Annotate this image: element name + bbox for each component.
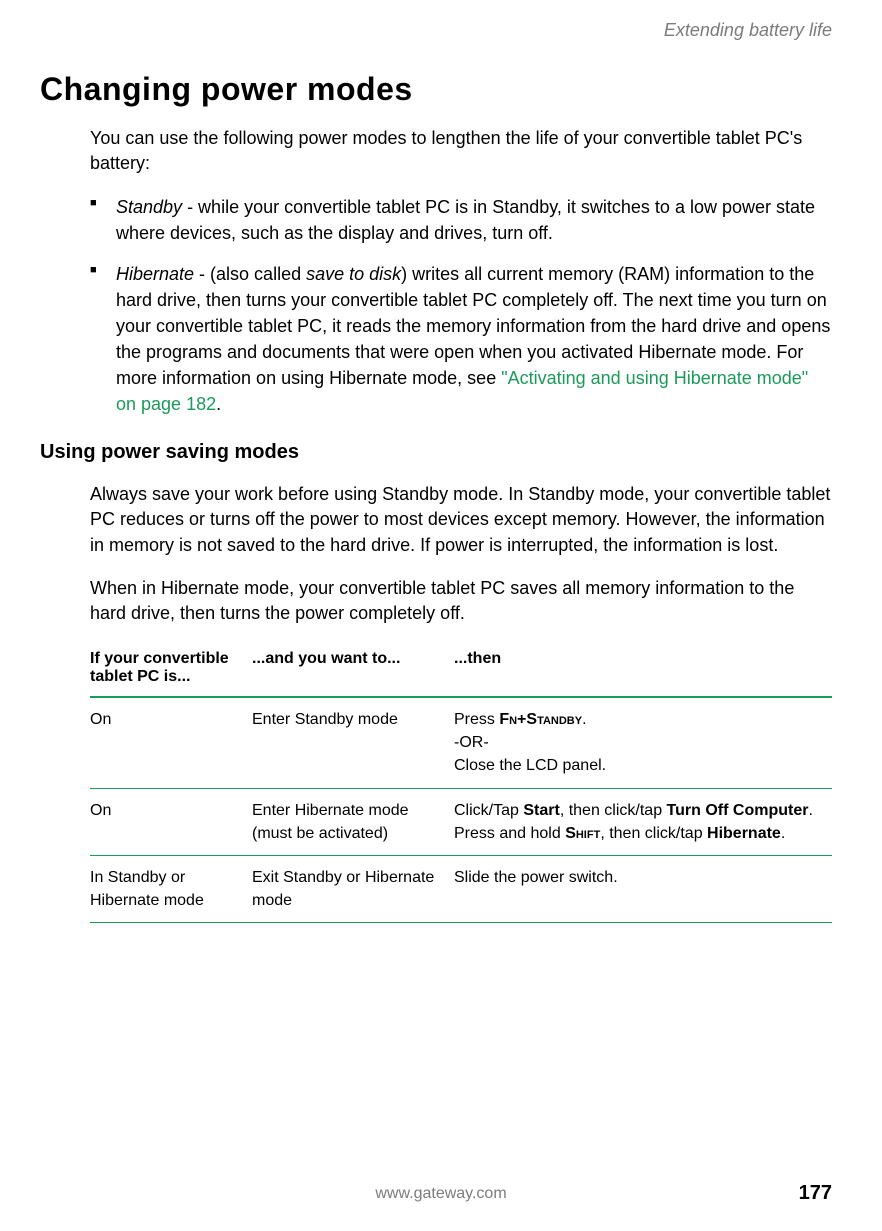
term-standby: Standby bbox=[116, 197, 182, 217]
key-fn-standby: Fn+Standby bbox=[499, 711, 582, 728]
bullet-standby-text: - while your convertible tablet PC is in… bbox=[116, 197, 815, 243]
running-header: Extending battery life bbox=[40, 20, 832, 41]
th-state: If your convertible tablet PC is... bbox=[90, 642, 252, 697]
cell-state: On bbox=[90, 788, 252, 855]
page-container: Extending battery life Changing power mo… bbox=[0, 0, 882, 1231]
cell-then: Press Fn+Standby. -OR- Close the LCD pan… bbox=[454, 697, 832, 788]
power-modes-table: If your convertible tablet PC is... ...a… bbox=[90, 642, 832, 923]
th-then: ...then bbox=[454, 642, 832, 697]
hibernate-prefix: - (also called bbox=[194, 264, 306, 284]
paragraph-hibernate-info: When in Hibernate mode, your convertible… bbox=[90, 576, 832, 626]
then-pre: Click/Tap bbox=[454, 802, 523, 819]
btn-hibernate: Hibernate bbox=[707, 825, 781, 842]
then-or: -OR- bbox=[454, 734, 489, 751]
cell-state: In Standby or Hibernate mode bbox=[90, 856, 252, 923]
term-save-to-disk: save to disk bbox=[306, 264, 401, 284]
then-mid3: , then click/tap bbox=[600, 825, 707, 842]
subsection-body: Always save your work before using Stand… bbox=[90, 482, 832, 923]
paragraph-standby-warning: Always save your work before using Stand… bbox=[90, 482, 832, 558]
table-row: On Enter Standby mode Press Fn+Standby. … bbox=[90, 697, 832, 788]
btn-start: Start bbox=[523, 802, 559, 819]
bullet-item-standby: Standby - while your convertible tablet … bbox=[90, 194, 832, 246]
then-pre: Press bbox=[454, 711, 499, 728]
page-number: 177 bbox=[799, 1182, 832, 1205]
key-shift: Shift bbox=[565, 825, 600, 842]
section-title: Changing power modes bbox=[40, 71, 842, 108]
hibernate-after-link: . bbox=[216, 394, 221, 414]
intro-paragraph: You can use the following power modes to… bbox=[90, 126, 832, 176]
bullet-list: Standby - while your convertible tablet … bbox=[90, 194, 832, 417]
cell-want: Exit Standby or Hibernate mode bbox=[252, 856, 454, 923]
cell-then: Click/Tap Start, then click/tap Turn Off… bbox=[454, 788, 832, 855]
th-want: ...and you want to... bbox=[252, 642, 454, 697]
cell-state: On bbox=[90, 697, 252, 788]
btn-turn-off: Turn Off Computer bbox=[667, 802, 809, 819]
cell-want: Enter Hibernate mode (must be activated) bbox=[252, 788, 454, 855]
term-hibernate: Hibernate bbox=[116, 264, 194, 284]
bullet-item-hibernate: Hibernate - (also called save to disk) w… bbox=[90, 261, 832, 418]
table-row: In Standby or Hibernate mode Exit Standb… bbox=[90, 856, 832, 923]
footer-url: www.gateway.com bbox=[0, 1185, 882, 1203]
table-row: On Enter Hibernate mode (must be activat… bbox=[90, 788, 832, 855]
body-block: You can use the following power modes to… bbox=[90, 126, 832, 417]
cell-want: Enter Standby mode bbox=[252, 697, 454, 788]
cell-then: Slide the power switch. bbox=[454, 856, 832, 923]
table-header-row: If your convertible tablet PC is... ...a… bbox=[90, 642, 832, 697]
subsection-title: Using power saving modes bbox=[40, 441, 842, 464]
then-end: . bbox=[781, 825, 785, 842]
then-mid1: , then click/tap bbox=[560, 802, 667, 819]
then-mid: . bbox=[582, 711, 586, 728]
then-line3: Close the LCD panel. bbox=[454, 757, 606, 774]
